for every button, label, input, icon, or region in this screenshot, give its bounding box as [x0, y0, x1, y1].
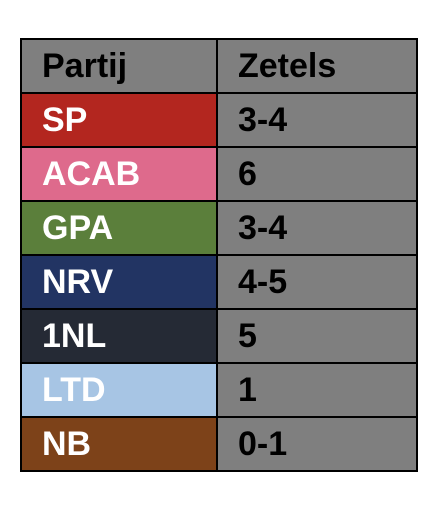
seat-count-cell: 3-4 [216, 200, 418, 256]
party-column-header: Partij [20, 38, 218, 94]
party-name-cell: NRV [20, 254, 218, 310]
seats-column-header: Zetels [216, 38, 418, 94]
party-name-cell: 1NL [20, 308, 218, 364]
table-row: 1NL 5 [20, 308, 418, 364]
seat-count-cell: 5 [216, 308, 418, 364]
seat-projection-table: Partij Zetels SP 3-4 ACAB 6 GPA 3-4 NRV … [20, 38, 418, 472]
table-row: NRV 4-5 [20, 254, 418, 310]
party-name-cell: LTD [20, 362, 218, 418]
table-row: NB 0-1 [20, 416, 418, 472]
seat-count-cell: 0-1 [216, 416, 418, 472]
table-row: ACAB 6 [20, 146, 418, 202]
party-name-cell: GPA [20, 200, 218, 256]
party-name-cell: NB [20, 416, 218, 472]
seat-count-cell: 6 [216, 146, 418, 202]
table-body: SP 3-4 ACAB 6 GPA 3-4 NRV 4-5 1NL 5 LTD … [20, 92, 418, 472]
table-row: GPA 3-4 [20, 200, 418, 256]
party-name-cell: SP [20, 92, 218, 148]
seat-count-cell: 1 [216, 362, 418, 418]
party-name-cell: ACAB [20, 146, 218, 202]
table-row: SP 3-4 [20, 92, 418, 148]
table-row: LTD 1 [20, 362, 418, 418]
seat-count-cell: 4-5 [216, 254, 418, 310]
table-header-row: Partij Zetels [20, 38, 418, 94]
seat-count-cell: 3-4 [216, 92, 418, 148]
